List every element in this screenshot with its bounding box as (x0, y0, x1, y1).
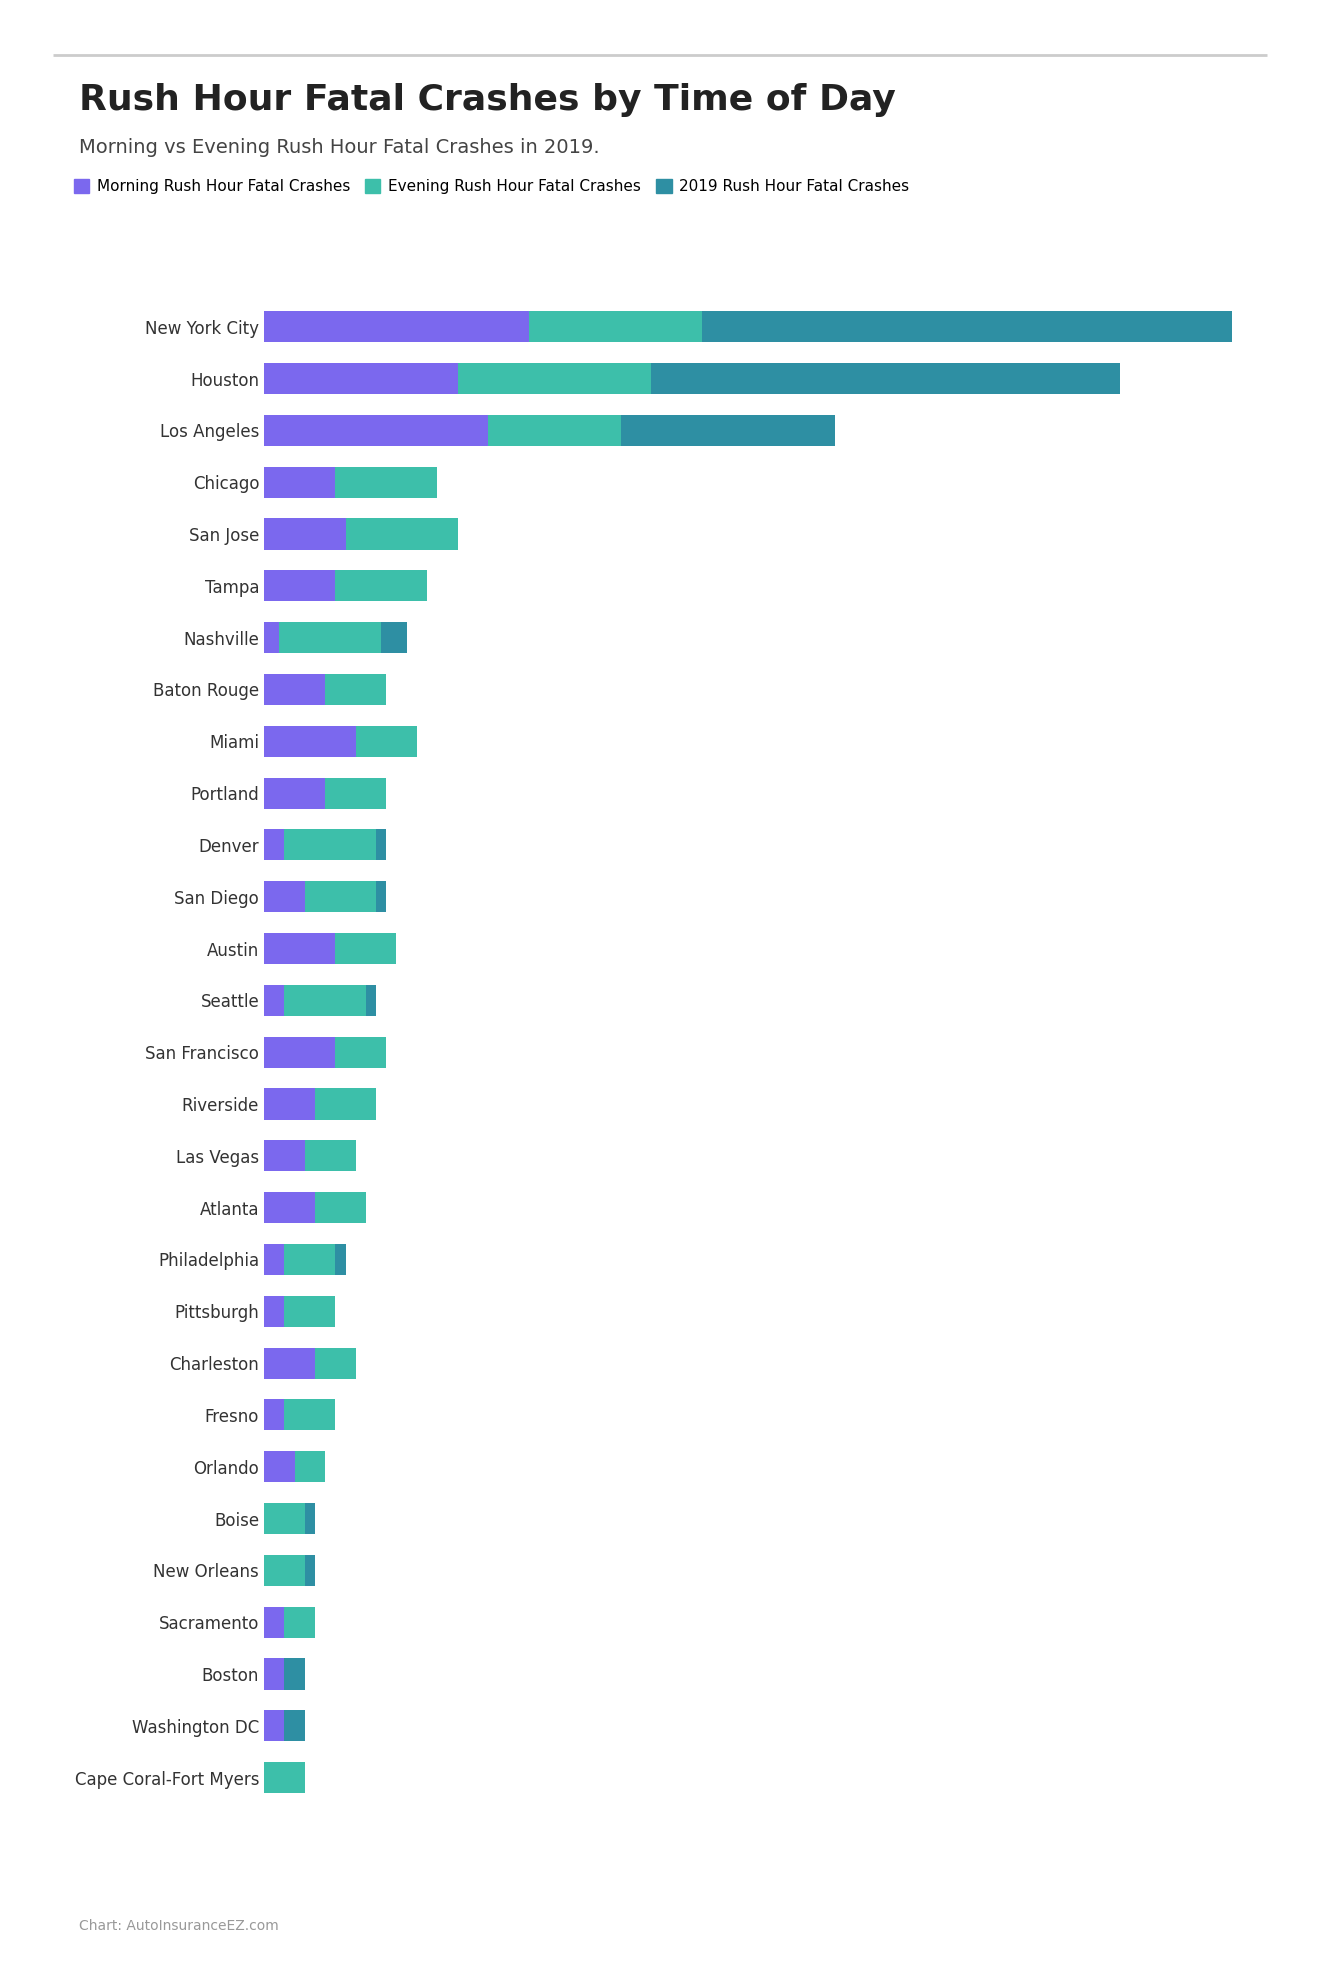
Bar (702, 312, 1232, 342)
Bar (315, 1192, 366, 1223)
Bar (264, 674, 325, 705)
Bar (284, 1296, 335, 1326)
Bar (325, 779, 387, 808)
Bar (325, 674, 387, 705)
Legend: Morning Rush Hour Fatal Crashes, Evening Rush Hour Fatal Crashes, 2019 Rush Hour: Morning Rush Hour Fatal Crashes, Evening… (74, 180, 909, 194)
Bar (335, 1245, 346, 1275)
Bar (264, 1450, 294, 1482)
Bar (529, 312, 702, 342)
Bar (651, 364, 1119, 393)
Bar (284, 830, 376, 860)
Bar (284, 1606, 315, 1638)
Bar (264, 1504, 305, 1533)
Bar (264, 571, 335, 601)
Bar (346, 518, 458, 549)
Bar (264, 1348, 315, 1379)
Bar (264, 1037, 335, 1067)
Bar (305, 1140, 355, 1172)
Bar (264, 415, 488, 447)
Bar (294, 1450, 325, 1482)
Bar (264, 1296, 284, 1326)
Bar (315, 1089, 376, 1120)
Bar (264, 830, 284, 860)
Bar (335, 1037, 387, 1067)
Bar (305, 1504, 315, 1533)
Text: Chart: AutoInsuranceEZ.com: Chart: AutoInsuranceEZ.com (79, 1919, 279, 1933)
Bar (264, 312, 529, 342)
Bar (305, 881, 376, 913)
Bar (335, 571, 428, 601)
Bar (264, 1399, 284, 1431)
Bar (264, 725, 355, 757)
Text: Rush Hour Fatal Crashes by Time of Day: Rush Hour Fatal Crashes by Time of Day (79, 83, 896, 117)
Bar (264, 1711, 284, 1741)
Bar (488, 415, 620, 447)
Bar (264, 1763, 305, 1794)
Bar (335, 466, 437, 498)
Bar (280, 622, 381, 654)
Bar (284, 1245, 335, 1275)
Bar (264, 1140, 305, 1172)
Bar (264, 881, 305, 913)
Bar (264, 1555, 305, 1587)
Bar (284, 1399, 335, 1431)
Bar (284, 1658, 305, 1689)
Bar (264, 466, 335, 498)
Bar (264, 1192, 315, 1223)
Bar (620, 415, 834, 447)
Bar (264, 1658, 284, 1689)
Bar (264, 364, 458, 393)
Bar (376, 830, 387, 860)
Bar (355, 725, 417, 757)
Bar (284, 984, 366, 1016)
Bar (458, 364, 651, 393)
Bar (376, 881, 387, 913)
Bar (335, 933, 396, 964)
Bar (315, 1348, 355, 1379)
Bar (366, 984, 376, 1016)
Bar (264, 518, 346, 549)
Bar (381, 622, 407, 654)
Bar (264, 622, 280, 654)
Bar (305, 1555, 315, 1587)
Bar (264, 1606, 284, 1638)
Text: Morning vs Evening Rush Hour Fatal Crashes in 2019.: Morning vs Evening Rush Hour Fatal Crash… (79, 138, 599, 158)
Bar (264, 779, 325, 808)
Bar (264, 1089, 315, 1120)
Bar (264, 1245, 284, 1275)
Bar (264, 984, 284, 1016)
Bar (284, 1711, 305, 1741)
Bar (264, 933, 335, 964)
